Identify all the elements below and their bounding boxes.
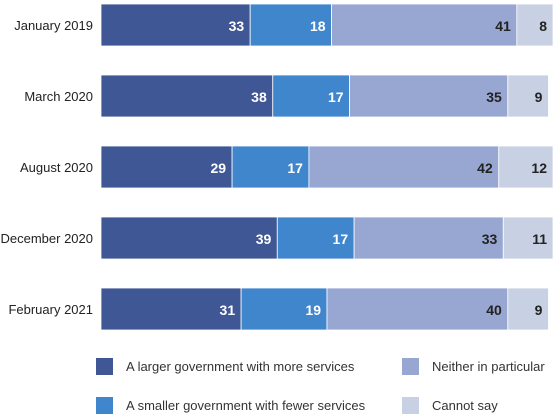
value-label-february-2021-cannot-say: 9: [535, 302, 543, 318]
value-label-august-2020-a-larger-government-with-more-services: 29: [211, 160, 227, 176]
category-label-march-2020: March 2020: [24, 89, 93, 104]
value-label-january-2019-a-larger-government-with-more-services: 33: [229, 18, 245, 34]
value-label-december-2020-neither-in-particular: 33: [482, 231, 498, 247]
value-label-february-2021-a-larger-government-with-more-services: 31: [220, 302, 236, 318]
value-label-august-2020-cannot-say: 12: [531, 160, 547, 176]
value-label-december-2020-a-larger-government-with-more-services: 39: [256, 231, 272, 247]
category-labels: January 2019 March 2020 August 2020 Decembe…: [1, 18, 94, 317]
value-label-august-2020-a-smaller-government-with-fewer-services: 17: [287, 160, 303, 176]
value-label-january-2019-a-smaller-government-with-fewer-services: 18: [310, 18, 326, 34]
value-label-february-2021-a-smaller-government-with-fewer-services: 19: [305, 302, 321, 318]
category-label-january-2019: January 2019: [14, 18, 93, 33]
value-label-march-2020-cannot-say: 9: [535, 89, 543, 105]
value-label-march-2020-neither-in-particular: 35: [486, 89, 502, 105]
bar-march-2020-neither-in-particular: [350, 75, 508, 117]
bar-march-2020-a-larger-government-with-more-services: [101, 75, 273, 117]
bar-august-2020-neither-in-particular: [309, 146, 499, 188]
value-label-february-2021-neither-in-particular: 40: [486, 302, 502, 318]
bar-january-2019-cannot-say: [517, 4, 553, 46]
value-label-march-2020-a-larger-government-with-more-services: 38: [251, 89, 267, 105]
category-label-august-2020: August 2020: [20, 160, 93, 175]
value-label-march-2020-a-smaller-government-with-fewer-services: 17: [328, 89, 344, 105]
value-label-december-2020-a-smaller-government-with-fewer-services: 17: [333, 231, 349, 247]
value-label-december-2020-cannot-say: 11: [532, 231, 547, 247]
value-label-january-2019-neither-in-particular: 41: [495, 18, 511, 34]
value-label-january-2019-cannot-say: 8: [539, 18, 547, 34]
category-label-february-2021: February 2021: [8, 302, 93, 317]
value-label-august-2020-neither-in-particular: 42: [477, 160, 493, 176]
category-label-december-2020: December 2020: [1, 231, 94, 246]
bar-february-2021-neither-in-particular: [327, 288, 508, 330]
bar-december-2020-a-larger-government-with-more-services: [101, 217, 277, 259]
bar-january-2019-neither-in-particular: [332, 4, 517, 46]
